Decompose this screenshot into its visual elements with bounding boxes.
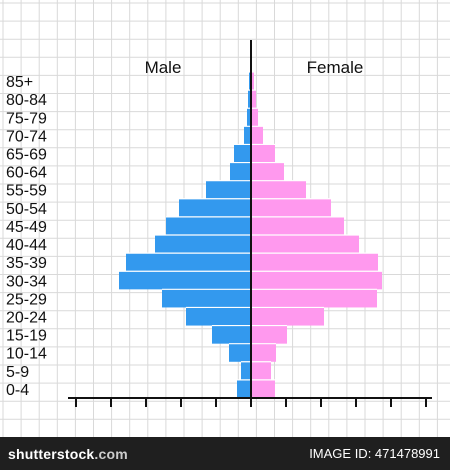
male-bar-35-39 (126, 253, 251, 272)
male-bar-65-69 (234, 144, 251, 163)
female-bar-55-59 (251, 180, 306, 199)
footer-image-id: IMAGE ID: 471478991 (309, 446, 440, 461)
age-label-20-24: 20-24 (6, 310, 47, 327)
male-bar-60-64 (230, 162, 251, 181)
age-label-65-69: 65-69 (6, 147, 47, 164)
male-bar-70-74 (244, 126, 251, 145)
female-bar-50-54 (251, 198, 331, 217)
age-label-0-4: 0-4 (6, 382, 29, 399)
age-label-75-79: 75-79 (6, 110, 47, 127)
age-label-80-84: 80-84 (6, 92, 47, 109)
female-bar-75-79 (251, 108, 258, 127)
age-label-10-14: 10-14 (6, 346, 47, 363)
footer-site: shutterstock.com (8, 446, 128, 462)
female-bar-20-24 (251, 307, 324, 326)
female-bar-5-9 (251, 361, 271, 380)
female-bar-85+ (251, 72, 254, 91)
female-bar-40-44 (251, 235, 359, 254)
age-label-30-34: 30-34 (6, 273, 47, 290)
age-label-35-39: 35-39 (6, 255, 47, 272)
female-bar-35-39 (251, 253, 378, 272)
male-bar-5-9 (241, 361, 251, 380)
male-bar-20-24 (186, 307, 251, 326)
female-bar-60-64 (251, 162, 284, 181)
age-label-15-19: 15-19 (6, 328, 47, 345)
age-label-45-49: 45-49 (6, 219, 47, 236)
male-bar-50-54 (179, 198, 251, 217)
age-label-85+: 85+ (6, 74, 33, 91)
male-bar-15-19 (212, 325, 251, 344)
age-label-25-29: 25-29 (6, 291, 47, 308)
female-bar-80-84 (251, 90, 256, 109)
row-separators (119, 71, 382, 381)
male-bar-0-4 (237, 379, 251, 398)
age-label-70-74: 70-74 (6, 128, 47, 145)
female-bar-25-29 (251, 289, 377, 308)
female-bar-65-69 (251, 144, 275, 163)
female-bar-0-4 (251, 379, 275, 398)
age-label-5-9: 5-9 (6, 364, 29, 381)
male-bar-30-34 (119, 271, 251, 290)
x-axis (68, 397, 432, 407)
male-bars (119, 72, 251, 398)
male-bar-25-29 (162, 289, 251, 308)
legend-female: Female (307, 58, 364, 77)
age-label-60-64: 60-64 (6, 165, 47, 182)
age-label-40-44: 40-44 (6, 237, 47, 254)
female-bar-15-19 (251, 325, 287, 344)
male-bar-55-59 (206, 180, 251, 199)
legend-male: Male (145, 58, 182, 77)
footer-bar: shutterstock.com IMAGE ID: 471478991 (0, 437, 450, 470)
male-bar-40-44 (155, 235, 251, 254)
male-bar-75-79 (247, 108, 251, 127)
female-bar-30-34 (251, 271, 382, 290)
male-bar-80-84 (248, 90, 251, 109)
female-bar-70-74 (251, 126, 263, 145)
female-bars (251, 72, 382, 398)
male-bar-45-49 (166, 216, 251, 235)
age-label-50-54: 50-54 (6, 201, 47, 218)
male-bar-10-14 (229, 343, 251, 362)
female-bar-10-14 (251, 343, 276, 362)
age-label-55-59: 55-59 (6, 183, 47, 200)
female-bar-45-49 (251, 216, 344, 235)
